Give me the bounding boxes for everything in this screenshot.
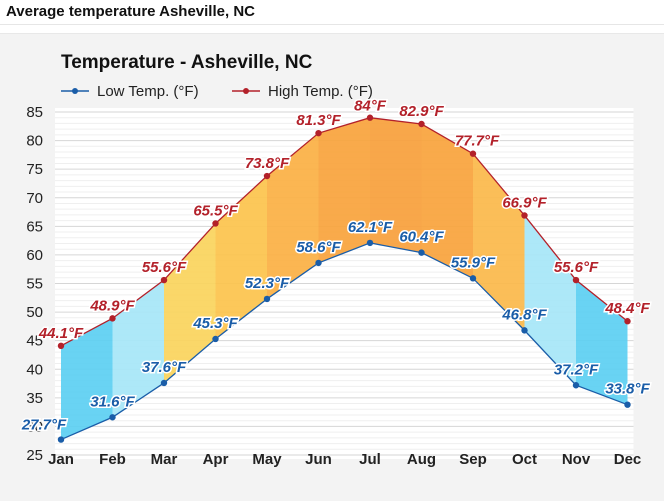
low-temp-data-label: 37.6°F — [142, 359, 187, 376]
temperature-band-apr — [215, 176, 267, 339]
high-temp-line — [60, 117, 628, 347]
temperature-band-aug — [421, 124, 473, 279]
high-temp-point — [160, 276, 168, 284]
y-tick-label: 80 — [26, 133, 43, 150]
high-temp-point — [521, 212, 528, 219]
high-temp-data-label: 55.6°F — [554, 259, 599, 276]
legend: Low Temp. (°F) High Temp. (°F) — [61, 83, 373, 100]
high-temp-point — [109, 315, 116, 322]
x-tick-label: Dec — [614, 451, 642, 468]
temperature-band-jul — [370, 117, 422, 253]
x-tick-label: Aug — [407, 451, 436, 468]
legend-high-label: High Temp. (°F) — [268, 83, 373, 100]
x-tick-label: Mar — [151, 451, 178, 468]
x-tick-label: Nov — [562, 451, 591, 468]
temperature-band-mar — [164, 223, 216, 383]
plot-area: 25 30 35 40 45 50 55 60 65 70 75 80 85 Jan Feb Mar Apr Ma… — [19, 96, 652, 468]
low-temp-data-label: 31.6°F — [90, 393, 135, 410]
low-temp-point — [572, 382, 580, 389]
chart-title: Temperature - Asheville, NC — [61, 52, 313, 73]
y-tick-label: 25 — [26, 447, 43, 464]
legend-high-marker — [243, 88, 249, 94]
page-header: Average temperature Asheville, NC — [0, 0, 664, 25]
high-temp-point — [469, 150, 477, 157]
temperature-band-may — [267, 133, 319, 299]
legend-item-high[interactable]: High Temp. (°F) — [232, 83, 373, 100]
legend-low-label: Low Temp. (°F) — [97, 83, 199, 100]
temperature-band-feb — [112, 280, 164, 418]
low-temp-point — [469, 275, 477, 282]
high-temp-data-label: 84°F — [354, 98, 387, 115]
y-tick-label: 35 — [26, 390, 43, 407]
x-tick-label: May — [252, 451, 282, 468]
high-temp-point — [418, 120, 425, 128]
low-temp-data-label: 37.2°F — [554, 361, 599, 378]
y-tick-label: 60 — [26, 247, 43, 264]
temperature-band-oct — [524, 215, 576, 386]
low-temp-point — [160, 379, 168, 387]
low-temp-data-label: 27.7°F — [21, 417, 67, 434]
low-temp-point — [212, 335, 219, 343]
low-temp-point — [624, 401, 631, 408]
high-temp-point — [315, 129, 322, 137]
temperature-band-jun — [318, 117, 370, 263]
low-temp-point — [315, 259, 322, 267]
high-temp-data-label: 44.1°F — [38, 325, 84, 342]
high-temp-point — [624, 318, 631, 325]
y-tick-label: 75 — [26, 161, 43, 178]
high-temp-data-label: 82.9°F — [399, 103, 444, 120]
low-temp-data-label: 45.3°F — [192, 315, 238, 332]
low-temp-point — [57, 436, 65, 443]
y-tick-label: 40 — [26, 361, 43, 378]
x-tick-label: Oct — [512, 451, 537, 468]
high-temp-point — [366, 114, 374, 121]
low-temp-data-label: 60.4°F — [399, 229, 444, 246]
high-temp-data-label: 48.4°F — [604, 300, 650, 317]
temperature-band-jan — [61, 318, 113, 440]
temperature-chart: Temperature - Asheville, NC Low Temp. (°… — [19, 52, 652, 468]
x-tick-label: Jan — [48, 451, 74, 468]
low-temp-point — [109, 414, 116, 421]
legend-item-low[interactable]: Low Temp. (°F) — [61, 83, 199, 100]
low-temp-point — [263, 295, 271, 303]
high-temp-point — [212, 220, 219, 227]
x-tick-label: Sep — [459, 451, 487, 468]
high-temp-data-label: 55.6°F — [142, 259, 187, 276]
high-temp-data-label: 81.3°F — [296, 112, 341, 129]
y-tick-label: 70 — [26, 190, 43, 207]
high-temp-point — [263, 172, 271, 180]
x-tick-label: Jul — [359, 451, 381, 468]
low-temp-data-label: 46.8°F — [501, 306, 547, 323]
x-tick-label: Feb — [99, 451, 126, 468]
page-title: Average temperature Asheville, NC — [6, 3, 255, 20]
y-tick-label: 30 — [26, 418, 43, 435]
high-temp-point — [572, 276, 580, 284]
low-temp-data-label: 52.3°F — [245, 275, 290, 292]
low-temp-data-label: 33.8°F — [605, 381, 650, 398]
x-tick-label: Jun — [305, 451, 332, 468]
low-temp-line — [60, 242, 628, 441]
y-tick-label: 45 — [26, 333, 43, 350]
high-temp-point — [57, 342, 65, 350]
y-tick-label: 85 — [26, 104, 43, 121]
chart-card: Temperature - Asheville, NC Low Temp. (°… — [0, 33, 664, 501]
high-temp-data-label: 65.5°F — [193, 202, 238, 219]
y-tick-label: 65 — [26, 218, 43, 235]
low-temp-point — [418, 249, 425, 256]
y-tick-label: 55 — [26, 276, 43, 293]
high-temp-data-label: 77.7°F — [455, 133, 500, 150]
x-tick-label: Apr — [203, 451, 229, 468]
low-temp-point — [521, 327, 528, 334]
low-temp-data-label: 62.1°F — [348, 219, 393, 236]
high-temp-data-label: 73.8°F — [245, 155, 290, 172]
low-temp-data-label: 58.6°F — [296, 239, 341, 256]
low-temp-data-label: 55.9°F — [451, 254, 496, 271]
y-tick-label: 50 — [26, 304, 43, 321]
high-temp-data-label: 48.9°F — [89, 297, 135, 314]
low-temp-point — [366, 239, 374, 247]
legend-low-marker — [72, 88, 78, 94]
high-temp-data-label: 66.9°F — [502, 194, 547, 211]
temperature-band-sep — [473, 153, 525, 331]
